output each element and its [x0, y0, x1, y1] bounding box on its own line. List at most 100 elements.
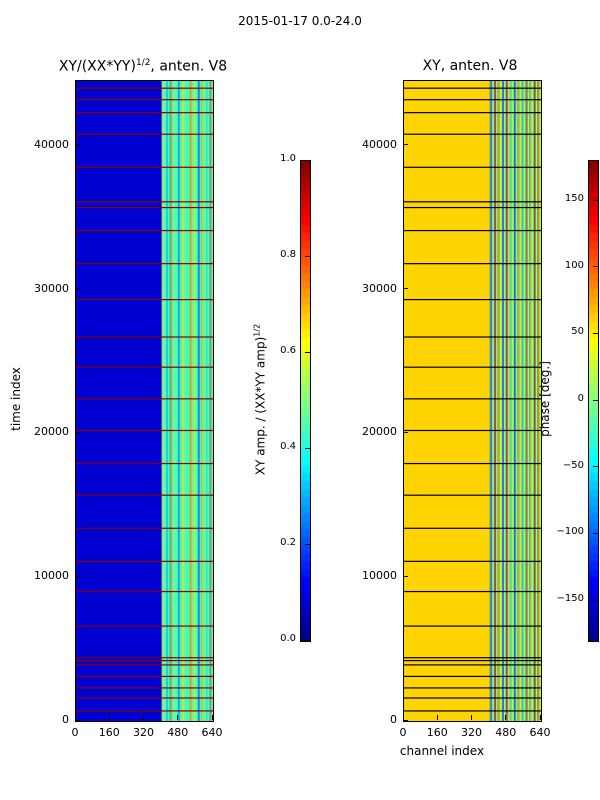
colorbar-segment — [301, 321, 310, 330]
flagged-row — [404, 166, 541, 168]
colorbar-segment — [589, 305, 598, 314]
colorbar-segment — [301, 257, 310, 266]
x-tick-label: 0 — [399, 726, 407, 739]
x-tick-mark — [74, 715, 76, 720]
colorbar-segment — [301, 161, 310, 170]
flagged-row — [76, 229, 213, 232]
colorbar-segment — [589, 193, 598, 202]
colorbar-segment — [301, 561, 310, 570]
flagged-row — [404, 664, 541, 666]
flagged-row — [404, 201, 541, 203]
y-tick-label: 0 — [62, 713, 69, 726]
colorbar-segment — [301, 185, 310, 194]
colorbar-tick-label: 0.6 — [280, 345, 296, 356]
heatmap-texture-stripe — [490, 81, 493, 721]
flagged-row — [76, 527, 213, 529]
y-tick-mark — [75, 719, 80, 721]
colorbar-tick-mark — [593, 399, 598, 401]
colorbar-segment — [301, 497, 310, 506]
colorbar-segment — [589, 505, 598, 514]
colorbar-segment — [589, 441, 598, 450]
x-tick-label: 320 — [133, 726, 154, 739]
colorbar-segment — [589, 361, 598, 370]
colorbar-segment — [589, 217, 598, 226]
flagged-row — [76, 112, 213, 114]
flagged-row — [404, 229, 541, 232]
colorbar-segment — [301, 225, 310, 234]
y-tick-mark — [75, 144, 80, 146]
y-tick-label: 30000 — [34, 281, 69, 295]
heatmap-texture-stripe — [497, 81, 500, 721]
colorbar-segment — [301, 305, 310, 314]
colorbar-tick-label: 150 — [564, 193, 584, 204]
colorbar-segment — [589, 201, 598, 210]
colorbar-segment — [589, 353, 598, 362]
colorbar-segment — [301, 265, 310, 274]
colorbar-segment — [301, 441, 310, 450]
heatmap-texture-stripe — [201, 81, 204, 721]
colorbar-segment — [301, 473, 310, 482]
heatmap-texture-stripe — [517, 81, 520, 721]
colorbar-segment — [301, 273, 310, 282]
colorbar-segment — [301, 465, 310, 474]
colorbar-segment — [589, 345, 598, 354]
colorbar-segment — [301, 289, 310, 298]
flagged-row — [404, 336, 541, 338]
flagged-row — [404, 657, 541, 659]
colorbar-segment — [301, 369, 310, 378]
colorbar-segment — [301, 513, 310, 522]
colorbar-segment — [301, 449, 310, 458]
flagged-row — [404, 527, 541, 529]
colorbar-segment — [589, 369, 598, 378]
colorbar-segment — [301, 201, 310, 210]
colorbar-segment — [589, 465, 598, 474]
y-tick-mark — [403, 575, 408, 577]
flagged-row — [76, 590, 213, 593]
colorbar-tick-mark — [305, 639, 310, 641]
colorbar-tick-label: 100 — [564, 259, 584, 271]
colorbar-tick-mark — [305, 447, 310, 449]
right-plot-title: XY, anten. V8 — [422, 58, 518, 74]
right-xlabel: channel index — [399, 744, 485, 758]
colorbar-segment — [301, 209, 310, 218]
figure-suptitle: 2015-01-17 0.0-24.0 — [238, 14, 362, 28]
flagged-row — [76, 687, 213, 689]
colorbar-segment — [589, 401, 598, 410]
flagged-row — [404, 590, 541, 593]
colorbar-segment — [589, 161, 598, 170]
heatmap-texture-stripe — [509, 81, 512, 721]
colorbar-segment — [589, 265, 598, 274]
heatmap-region-0 — [404, 81, 490, 721]
colorbar-segment — [589, 297, 598, 306]
colorbar-tick-mark — [305, 255, 310, 257]
colorbar-segment — [589, 393, 598, 402]
colorbar-tick-mark — [305, 351, 310, 353]
colorbar-tick-label: 0.4 — [280, 441, 296, 452]
colorbar-segment — [589, 177, 598, 186]
colorbar-segment — [589, 185, 598, 194]
colorbar-segment — [301, 401, 310, 410]
y-tick-label: 40000 — [34, 137, 69, 151]
flagged-row — [76, 710, 213, 712]
flagged-row — [76, 657, 213, 659]
heatmap-texture-stripe — [533, 81, 536, 721]
y-tick-label: 10000 — [34, 569, 69, 583]
y-tick-mark — [75, 575, 80, 577]
y-tick-label: 0 — [390, 713, 397, 726]
heatmap-texture-stripe — [166, 81, 169, 721]
colorbar-segment — [589, 241, 598, 250]
flagged-row — [76, 560, 213, 562]
colorbar-segment — [589, 473, 598, 482]
flagged-row — [404, 366, 541, 368]
flagged-row — [76, 366, 213, 368]
colorbar-segment — [301, 521, 310, 530]
flagged-row — [76, 625, 213, 627]
colorbar-segment — [301, 177, 310, 186]
colorbar-segment — [301, 601, 310, 610]
colorbar-segment — [589, 209, 598, 218]
flagged-row — [76, 201, 213, 203]
colorbar-segment — [589, 593, 598, 602]
colorbar-segment — [589, 409, 598, 418]
flagged-row — [76, 87, 213, 89]
flagged-row — [404, 99, 541, 101]
